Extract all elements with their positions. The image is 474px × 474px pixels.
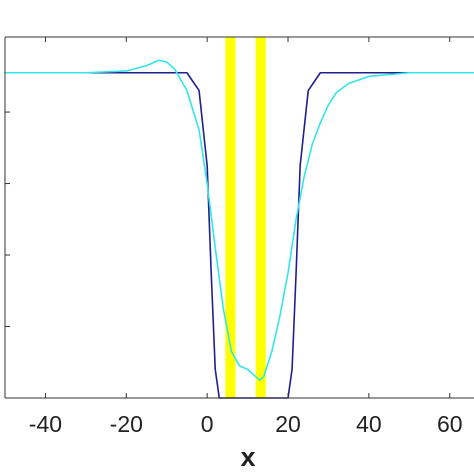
x-tick-label: 60 bbox=[437, 411, 463, 437]
x-tick-label: 20 bbox=[275, 411, 301, 437]
series-line-2 bbox=[5, 59, 474, 381]
x-tick-label: 0 bbox=[201, 411, 214, 437]
x-tick-label: 40 bbox=[356, 411, 382, 437]
x-tick-labels: -40 -20 0 20 40 60 bbox=[29, 411, 463, 437]
x-tick-label: -20 bbox=[110, 411, 143, 437]
plot-frame bbox=[4, 36, 474, 399]
highlight-band-1 bbox=[225, 37, 236, 398]
highlight-bands bbox=[225, 37, 266, 398]
highlight-band-2 bbox=[255, 37, 266, 398]
x-axis-label: x bbox=[240, 442, 255, 472]
x-tick-label: -40 bbox=[29, 411, 62, 437]
axis-ticks bbox=[5, 37, 451, 398]
